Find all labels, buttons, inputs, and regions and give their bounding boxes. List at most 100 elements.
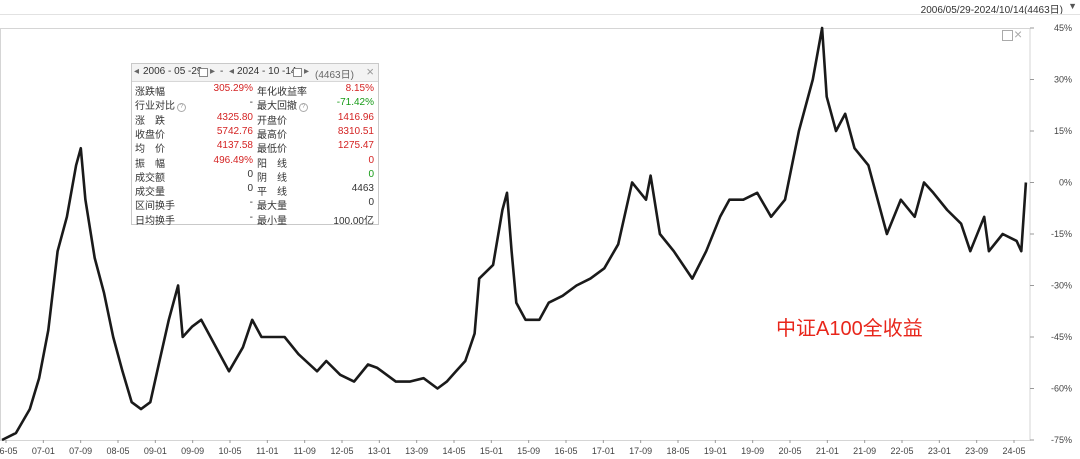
x-tick-label: 22-05	[890, 446, 913, 456]
y-tick-label: -75%	[1051, 435, 1072, 445]
end-date-field[interactable]: 2024 - 10 -14	[237, 66, 297, 77]
x-tick-label: 21-09	[853, 446, 876, 456]
stats-row: 成交量 0 平 线 4463	[132, 183, 378, 199]
stat-value: 8.15%	[345, 83, 374, 94]
stats-row: 均 价 4137.58 最低价 1275.47	[132, 140, 378, 156]
stat-label: 行业对比?	[135, 97, 186, 113]
y-tick-label: -60%	[1051, 384, 1072, 394]
stat-value: 4463	[351, 183, 374, 195]
stat-label: 最小量	[257, 215, 287, 227]
stat-label: 最大量	[257, 201, 287, 213]
chart-annotation: 中证A100全收益	[776, 318, 923, 340]
close-chart-icon[interactable]: ×	[1014, 26, 1023, 42]
panel-header: ◂ 2006 - 05 -29 ▸ - ◂ 2024 - 10 -14 ▸ (4…	[132, 64, 378, 82]
x-tick-label: 19-09	[741, 446, 764, 456]
x-tick-label: 12-05	[330, 446, 353, 456]
x-tick-label: 17-01	[592, 446, 615, 456]
stats-row: 成交额 0 阴 线 0	[132, 168, 378, 184]
y-tick-label: 45%	[1054, 23, 1072, 33]
stat-label: 最大回撤?	[257, 97, 308, 113]
x-tick-label: 17-09	[629, 446, 652, 456]
calendar-icon[interactable]	[199, 68, 208, 77]
stats-row: 日均换手 - 最小量 100.00亿	[132, 211, 378, 227]
y-tick-label: 0%	[1059, 178, 1072, 188]
stat-value: 496.49%	[213, 154, 253, 166]
stat-label: 最低价	[257, 144, 287, 156]
help-icon[interactable]: ?	[299, 103, 308, 113]
stat-value: -71.42%	[336, 97, 374, 109]
stat-value: 4325.80	[216, 111, 253, 123]
stat-value: -	[249, 197, 253, 209]
stat-label: 阳 线	[257, 158, 287, 170]
x-tick-label: 15-01	[480, 446, 503, 456]
stats-row: 涨 跌 4325.80 开盘价 1416.96	[132, 111, 378, 127]
x-tick-label: 08-05	[106, 446, 129, 456]
prev-end-icon[interactable]: ◂	[229, 66, 235, 77]
y-tick-label: -15%	[1051, 229, 1072, 239]
stat-value: 0	[247, 183, 253, 195]
top-strip: 2006/05/29-2024/10/14(4463日) ▼	[0, 0, 1080, 16]
x-tick-label: 14-05	[442, 446, 465, 456]
stat-value: 5742.76	[216, 125, 253, 137]
y-axis: 45% 30% 15% 0% -15% -30% -45% -60% -75%	[1030, 23, 1072, 445]
stat-value: 0	[368, 197, 374, 209]
stat-label: 阴 线	[257, 172, 287, 184]
stat-value: -	[249, 211, 253, 223]
stat-value: 0	[247, 168, 253, 180]
next-end-icon[interactable]: ▸	[304, 66, 310, 77]
y-tick-label: -45%	[1051, 332, 1072, 342]
stat-value: 305.29%	[213, 83, 253, 94]
stat-label: 收盘价	[135, 129, 165, 141]
stats-panel: ◂ 2006 - 05 -29 ▸ - ◂ 2024 - 10 -14 ▸ (4…	[131, 63, 379, 227]
start-date-field[interactable]: 2006 - 05 -29	[143, 66, 203, 77]
stat-label: 成交额	[135, 172, 165, 184]
stat-value: 4137.58	[216, 140, 253, 152]
x-tick-label: 10-05	[218, 446, 241, 456]
stat-label: 最高价	[257, 129, 287, 141]
x-tick-label: 11-09	[293, 446, 315, 456]
close-icon[interactable]: ×	[366, 64, 374, 79]
maximize-icon[interactable]	[1002, 30, 1013, 41]
stats-row: 行业对比? - 最大回撤? -71.42%	[132, 97, 378, 113]
stats-row: 收盘价 5742.76 最高价 8310.51	[132, 125, 378, 141]
x-tick-label: 23-09	[965, 446, 988, 456]
help-icon[interactable]: ?	[177, 103, 186, 113]
x-tick-label: 06-05	[0, 446, 18, 456]
x-tick-label: 07-09	[69, 446, 92, 456]
stat-label: 区间换手	[135, 201, 175, 213]
stat-label: 平 线	[257, 187, 287, 199]
x-tick-label: 23-01	[928, 446, 951, 456]
stat-label: 年化收益率	[257, 87, 307, 98]
prev-start-icon[interactable]: ◂	[134, 66, 140, 77]
stats-row: 区间换手 - 最大量 0	[132, 197, 378, 213]
x-tick-label: 16-05	[554, 446, 577, 456]
stat-value: 8310.51	[337, 125, 374, 137]
x-tick-label: 07-01	[32, 446, 55, 456]
x-tick-label: 19-01	[704, 446, 727, 456]
stat-value: -	[249, 97, 253, 109]
stat-label: 成交量	[135, 187, 165, 199]
x-tick-label: 09-01	[144, 446, 167, 456]
stat-value: 0	[368, 168, 374, 180]
x-tick-label: 24-05	[1002, 446, 1025, 456]
y-tick-label: 30%	[1054, 75, 1072, 85]
stat-value: 1275.47	[337, 140, 374, 152]
y-tick-label: -30%	[1051, 281, 1072, 291]
stat-label: 开盘价	[257, 115, 287, 127]
stat-label: 均 价	[135, 144, 165, 156]
stat-value: 0	[368, 154, 374, 166]
dropdown-arrow-icon[interactable]: ▼	[1068, 1, 1077, 11]
stat-label: 日均换手	[135, 215, 175, 227]
x-tick-label: 20-05	[778, 446, 801, 456]
calendar-icon[interactable]	[293, 68, 302, 77]
date-range-label[interactable]: 2006/05/29-2024/10/14(4463日)	[920, 5, 1063, 16]
y-tick-label: 15%	[1054, 126, 1072, 136]
next-start-icon[interactable]: ▸	[210, 66, 216, 77]
x-tick-label: 11-01	[256, 446, 278, 456]
stat-label: 涨 跌	[135, 115, 165, 127]
x-tick-label: 13-09	[405, 446, 428, 456]
series-layer	[1, 26, 1028, 442]
x-tick-label: 09-09	[181, 446, 204, 456]
stat-value: 100.00亿	[333, 215, 374, 227]
